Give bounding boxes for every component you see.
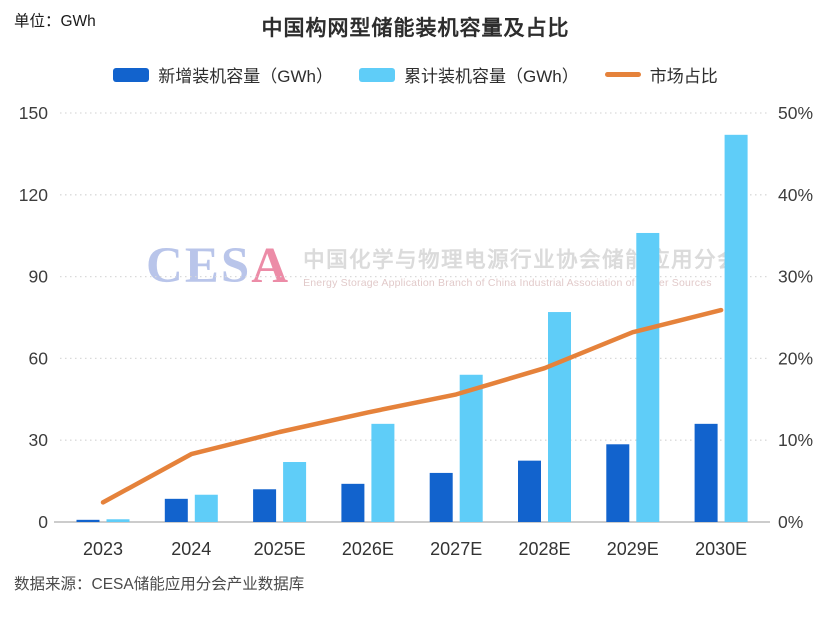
left-axis-tick-90: 90 <box>29 267 49 287</box>
bar-cumulative-2028E <box>548 312 571 522</box>
left-axis-tick-60: 60 <box>29 348 49 368</box>
bar-new-2025E <box>253 489 277 522</box>
right-axis-tick-10%: 10% <box>778 430 813 450</box>
legend-swatch-new-capacity-icon <box>113 67 150 82</box>
bar-cumulative-2023 <box>106 519 130 522</box>
legend: 新增装机容量（GWh） 累计装机容量（GWh） 市场占比 <box>0 62 831 87</box>
left-axis-tick-150: 150 <box>19 103 48 123</box>
bar-new-2028E <box>518 460 541 522</box>
bar-new-2029E <box>606 444 630 522</box>
legend-label-market-share: 市场占比 <box>649 67 718 86</box>
bar-cumulative-2027E <box>459 374 483 522</box>
legend-item-market-share: 市场占比 <box>604 62 718 87</box>
bar-cumulative-2025E <box>283 462 307 522</box>
legend-label-cumulative-capacity: 累计装机容量（GWh） <box>404 67 579 86</box>
source-note: 数据来源：CESA储能应用分会产业数据库 <box>14 576 305 593</box>
x-axis-label-2024: 2024 <box>171 539 211 559</box>
legend-item-cumulative-capacity: 累计装机容量（GWh） <box>359 62 579 87</box>
x-axis-label-2030E: 2030E <box>695 539 747 559</box>
x-axis-label-2023: 2023 <box>83 539 123 559</box>
bar-new-2026E <box>341 483 365 522</box>
x-axis-label-2028E: 2028E <box>518 539 570 559</box>
right-axis-tick-0%: 0% <box>778 512 803 532</box>
unit-label: 单位：GWh <box>14 13 96 30</box>
bar-new-2027E <box>429 472 453 522</box>
bar-new-2030E <box>694 423 718 522</box>
bar-cumulative-2030E <box>724 134 748 522</box>
chart-title: 中国构网型储能装机容量及占比 <box>261 17 570 40</box>
x-axis-label-2029E: 2029E <box>607 539 659 559</box>
left-axis-tick-30: 30 <box>29 430 49 450</box>
bar-cumulative-2024 <box>194 494 218 522</box>
x-axis-label-2025E: 2025E <box>254 539 306 559</box>
plot-area: 0 0% 30 10% 60 20% 90 30% 120 40% 150 50% 2023 2024 20… <box>19 103 813 559</box>
right-axis-tick-30%: 30% <box>778 267 813 287</box>
left-axis-tick-120: 120 <box>19 185 48 205</box>
bar-new-2023 <box>76 519 100 522</box>
right-axis-tick-50%: 50% <box>778 103 813 123</box>
market-share-line <box>100 307 724 505</box>
bar-cumulative-2026E <box>371 423 395 522</box>
legend-item-new-capacity: 新增装机容量（GWh） <box>113 62 333 87</box>
x-axis-label-2026E: 2026E <box>342 539 394 559</box>
bar-new-2024 <box>164 498 188 522</box>
legend-label-new-capacity: 新增装机容量（GWh） <box>158 67 333 86</box>
legend-swatch-cumulative-capacity-icon <box>359 67 395 82</box>
x-axis-label-2027E: 2027E <box>430 539 482 559</box>
legend-swatch-market-share-icon <box>604 72 641 77</box>
right-axis-tick-20%: 20% <box>778 348 813 368</box>
left-axis-tick-0: 0 <box>38 512 48 532</box>
right-axis-tick-40%: 40% <box>778 185 813 205</box>
bar-cumulative-2029E <box>636 232 660 522</box>
